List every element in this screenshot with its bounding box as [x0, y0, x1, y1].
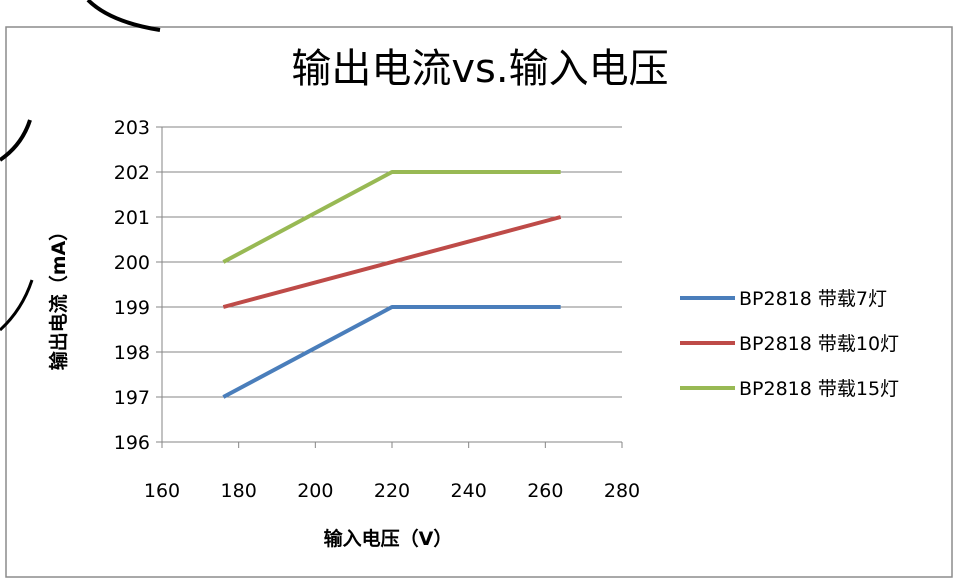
y-tick-label: 203: [114, 117, 150, 139]
x-tick-label: 200: [297, 480, 333, 502]
legend: BP2818 带载7灯 BP2818 带载10灯 BP2818 带载15灯: [680, 288, 899, 400]
y-tick-label: 198: [114, 342, 150, 364]
x-axis: 160 180 200 220 240 260 280: [144, 441, 640, 502]
series-lines: [222, 170, 562, 399]
legend-label-1: BP2818 带载7灯: [739, 288, 887, 310]
y-tick-label: 202: [114, 162, 150, 184]
y-tick-label: 199: [114, 297, 150, 319]
y-tick-label: 197: [114, 387, 150, 409]
x-tick-label: 220: [374, 480, 410, 502]
x-tick-label: 260: [527, 480, 563, 502]
y-tick-label: 200: [114, 252, 150, 274]
y-tick-label: 196: [114, 432, 150, 454]
series-line-2: [222, 215, 562, 309]
chart-border: [5, 26, 953, 578]
legend-label-2: BP2818 带载10灯: [739, 333, 899, 355]
legend-label-3: BP2818 带载15灯: [739, 378, 899, 400]
corner-arc-bottom-left: [0, 279, 34, 332]
x-tick-label: 180: [221, 480, 257, 502]
series-line-3: [222, 170, 561, 264]
y-axis-label: 输出电流（mA）: [47, 222, 70, 371]
x-tick-label: 160: [144, 480, 180, 502]
y-tick-label: 201: [114, 207, 150, 229]
x-tick-label: 240: [451, 480, 487, 502]
corner-arc-left: [0, 119, 32, 162]
chart-title: 输出电流vs.输入电压: [291, 46, 668, 92]
y-axis: 196 197 198 199 200 201 202 203: [114, 117, 163, 454]
series-line-1: [222, 305, 561, 399]
x-tick-label: 280: [604, 480, 640, 502]
x-axis-label: 输入电压（V）: [324, 527, 453, 550]
corner-arc-top: [86, 0, 161, 32]
